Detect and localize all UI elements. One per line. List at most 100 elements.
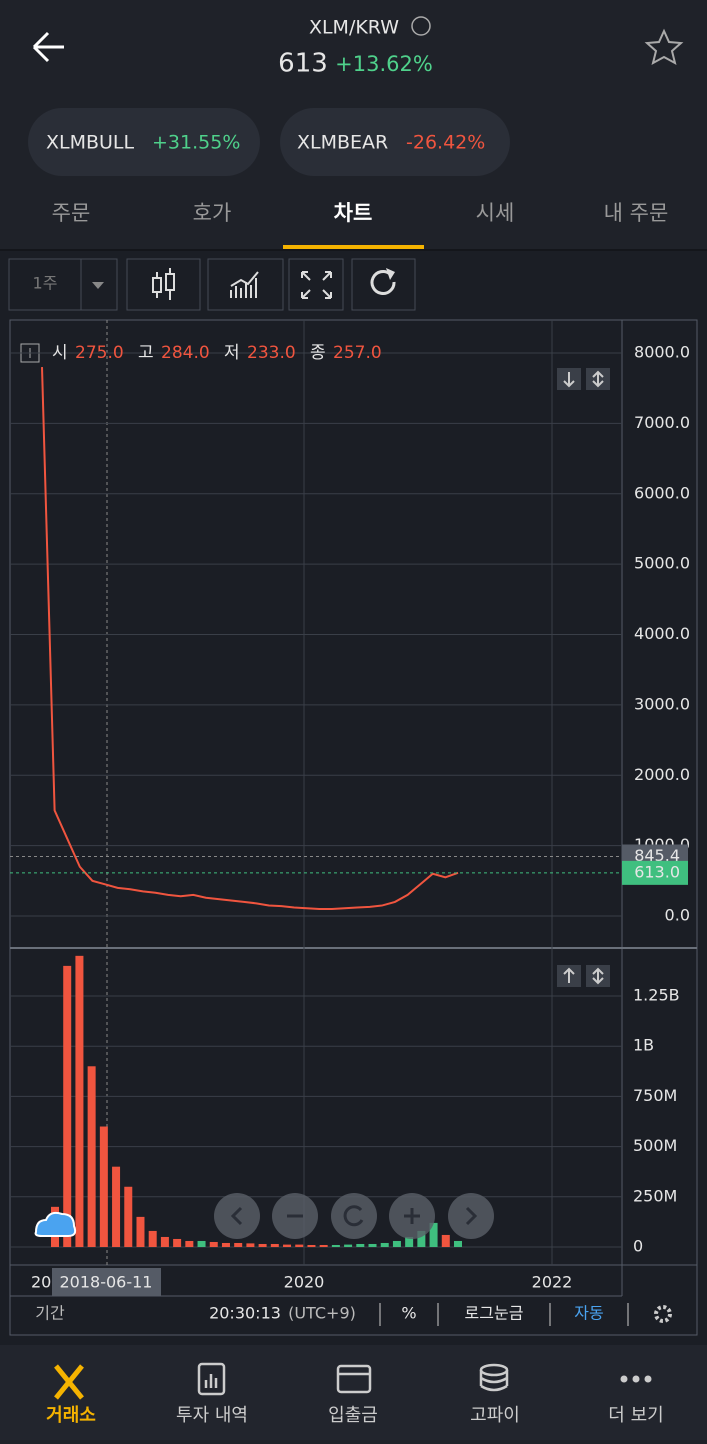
y-tick-label: 750M <box>633 1086 677 1105</box>
zoom-controls <box>214 1193 494 1239</box>
back-button[interactable] <box>32 31 64 63</box>
time-label: 20 <box>31 1273 51 1292</box>
ohlc-value: 257.0 <box>333 343 382 363</box>
volume-bar <box>112 1166 121 1247</box>
tab[interactable]: 차트 <box>334 201 373 225</box>
volume-bar <box>246 1243 255 1247</box>
change: +13.62% <box>335 52 433 76</box>
volume-bar <box>454 1240 462 1247</box>
candle-button[interactable] <box>126 258 201 311</box>
price-marker-box <box>622 860 688 885</box>
settings[interactable] <box>654 1305 672 1323</box>
volume-bar <box>417 1230 426 1247</box>
y-tick-label: 1B <box>633 1036 654 1055</box>
favorite-star[interactable] <box>644 28 684 65</box>
pill-change: +31.55% <box>152 132 240 154</box>
volume-bar <box>160 1236 169 1247</box>
y-tick-label: 250M <box>633 1186 677 1205</box>
volume-bar <box>99 1126 108 1247</box>
percent-toggle[interactable]: % <box>401 1304 416 1323</box>
price-line <box>41 367 459 910</box>
volume-bar <box>185 1240 194 1247</box>
volume-bar <box>441 1234 450 1247</box>
volume-bar <box>405 1236 414 1247</box>
volume-bar <box>356 1243 365 1247</box>
volume-bar <box>148 1230 157 1247</box>
volume-bar <box>209 1241 218 1247</box>
y-tick-label: 4000.0 <box>634 624 690 643</box>
ohlc-value: 284.0 <box>161 343 210 363</box>
volume-bar <box>258 1243 267 1247</box>
ohlc-value: 233.0 <box>247 343 296 363</box>
tab-underline <box>283 245 424 249</box>
nav-label[interactable]: 투자 내역 <box>176 1405 248 1426</box>
pill-change: -26.42% <box>406 132 485 154</box>
volume-bar <box>307 1244 316 1247</box>
pair: XLM/KRW <box>309 17 399 39</box>
pill[interactable] <box>280 108 510 176</box>
volume-bar <box>63 965 72 1247</box>
volume-bar <box>136 1216 145 1247</box>
tab[interactable]: 시세 <box>476 201 515 225</box>
nav-label[interactable]: 거래소 <box>46 1405 96 1426</box>
y-tick-label: 0 <box>633 1237 643 1256</box>
scroll-left[interactable] <box>214 1193 260 1239</box>
volume-bar <box>197 1240 206 1247</box>
log-toggle[interactable]: 로그눈금 <box>465 1304 524 1323</box>
timezone[interactable]: (UTC+9) <box>288 1304 356 1323</box>
y-tick-label: 2000.0 <box>634 765 690 784</box>
period[interactable]: 기간 <box>35 1304 65 1323</box>
ohlc-value: 275.0 <box>75 343 124 363</box>
volume-bar <box>319 1244 328 1247</box>
volume-bar <box>234 1242 243 1247</box>
info-icon[interactable] <box>411 16 431 36</box>
volume-bar <box>344 1244 353 1247</box>
price-marker-label: 845.4 <box>634 846 680 865</box>
crosshair-date: 2018-06-11 <box>60 1273 153 1292</box>
volume-bar <box>87 1066 96 1247</box>
volume-bar <box>75 955 84 1247</box>
refresh-button[interactable] <box>351 258 416 311</box>
volume-bar <box>221 1242 230 1247</box>
volume-bar <box>173 1238 182 1247</box>
tab[interactable]: 주문 <box>52 201 91 225</box>
y-tick-label: 6000.0 <box>634 483 690 502</box>
tab[interactable]: 호가 <box>193 201 232 225</box>
y-tick-label: 1.25B <box>633 986 680 1005</box>
volume-bar <box>295 1244 304 1247</box>
time-label: 2022 <box>532 1273 573 1292</box>
volume-bar <box>380 1242 389 1247</box>
volume-bar <box>429 1222 438 1247</box>
ohlc-label: 종 <box>310 343 326 363</box>
y-tick-label: 7000.0 <box>634 413 690 432</box>
time-label: 2020 <box>284 1273 325 1292</box>
auto-toggle[interactable]: 자동 <box>574 1304 603 1323</box>
volume-bar <box>283 1244 292 1247</box>
nav-label[interactable]: 입출금 <box>328 1405 378 1426</box>
indicator-button[interactable] <box>207 258 284 311</box>
nav-label[interactable]: 고파이 <box>470 1405 520 1426</box>
tab[interactable]: 내 주문 <box>604 201 669 225</box>
pill-name: XLMBEAR <box>297 132 388 154</box>
fullscreen-button[interactable] <box>288 258 344 311</box>
y-tick-label: 500M <box>633 1136 677 1155</box>
chart: 0.01000.02000.03000.04000.05000.06000.07… <box>10 343 690 1256</box>
volume-bar <box>124 1186 133 1247</box>
y-tick-label: 5000.0 <box>634 554 690 573</box>
interval-select[interactable] <box>8 258 118 311</box>
scroll-right[interactable] <box>448 1193 494 1239</box>
chart-frame <box>9 319 698 1336</box>
y-tick-label: 3000.0 <box>634 694 690 713</box>
reset[interactable] <box>331 1193 377 1239</box>
pill-name: XLMBULL <box>46 132 135 154</box>
price-marker-label: 613.0 <box>634 862 680 881</box>
nav-label[interactable]: 더 보기 <box>608 1405 663 1426</box>
pill[interactable] <box>28 108 260 176</box>
volume-bar <box>392 1240 401 1247</box>
volume-bar <box>270 1243 279 1247</box>
clock: 20:30:13 <box>209 1304 281 1323</box>
volume-bar <box>368 1243 377 1247</box>
y-tick-label: 8000.0 <box>634 343 690 362</box>
